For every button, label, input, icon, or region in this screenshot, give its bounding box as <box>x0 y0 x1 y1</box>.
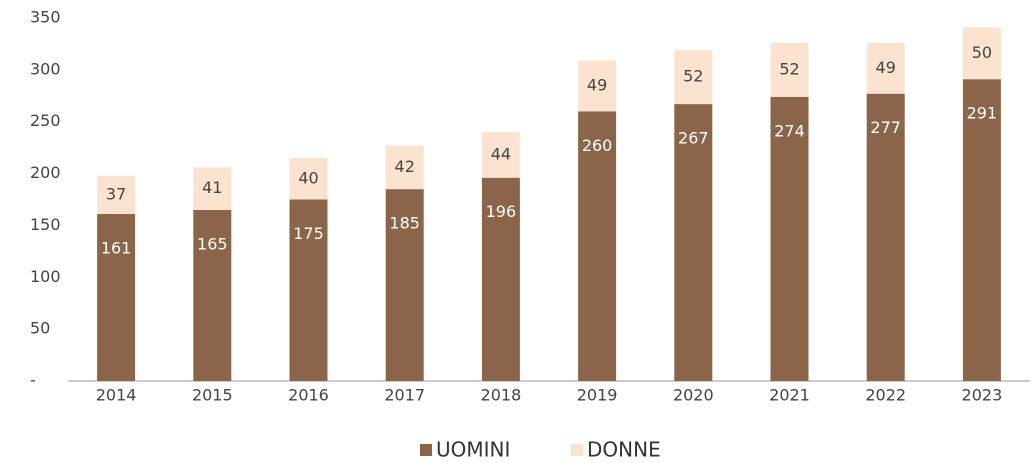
x-tick-label: 2021 <box>769 386 810 405</box>
legend-label: DONNE <box>587 438 661 462</box>
x-tick-label: 2022 <box>865 386 906 405</box>
data-label: 175 <box>293 224 324 243</box>
data-label: 291 <box>967 104 998 123</box>
bar-segment <box>674 104 713 381</box>
bar-segment <box>481 132 520 178</box>
data-label: 40 <box>298 168 318 187</box>
data-label: 49 <box>587 75 607 94</box>
legend-label: UOMINI <box>436 438 510 462</box>
y-tick-label: 150 <box>30 215 61 234</box>
bar-segment <box>770 96 809 381</box>
bar-segment <box>97 214 136 381</box>
data-label: 165 <box>197 234 228 253</box>
data-label: 50 <box>972 43 992 62</box>
bar-segment <box>866 93 905 381</box>
data-label: 52 <box>683 67 703 86</box>
y-tick-label: 350 <box>30 8 61 27</box>
y-tick-label: 50 <box>30 319 50 338</box>
bar-segment <box>193 209 232 381</box>
bar-segment <box>962 79 1001 381</box>
bar-segment <box>578 111 617 381</box>
bar-segment <box>674 50 713 105</box>
data-label: 42 <box>395 157 415 176</box>
x-tick-label: 2018 <box>481 386 522 405</box>
legend-swatch <box>571 444 583 456</box>
y-tick-label: 100 <box>30 267 61 286</box>
data-label: 260 <box>582 136 613 155</box>
data-label: 277 <box>870 118 901 137</box>
data-label: 274 <box>774 121 805 140</box>
data-label: 52 <box>779 59 799 78</box>
y-tick-label: 200 <box>30 163 61 182</box>
data-label: 44 <box>491 144 511 163</box>
bar-segment <box>97 175 136 215</box>
data-label: 196 <box>486 202 517 221</box>
y-tick-label: 300 <box>30 59 61 78</box>
x-tick-label: 2016 <box>288 386 329 405</box>
bar-segment <box>578 60 617 112</box>
bar-segment <box>289 199 328 381</box>
x-tick-label: 2019 <box>577 386 618 405</box>
bar-segment <box>481 177 520 381</box>
bar-segment <box>770 42 809 97</box>
y-tick-label: - <box>30 371 36 390</box>
data-label: 49 <box>876 58 896 77</box>
bar-segment <box>193 167 232 210</box>
data-label: 267 <box>678 129 709 148</box>
bar-segment <box>385 189 424 381</box>
data-label: 161 <box>101 239 132 258</box>
x-tick-label: 2020 <box>673 386 714 405</box>
data-label: 41 <box>202 178 222 197</box>
bar-segment <box>385 145 424 190</box>
data-label: 37 <box>106 184 126 203</box>
bar-segment <box>962 27 1001 80</box>
x-tick-label: 2023 <box>962 386 1003 405</box>
data-label: 185 <box>389 214 420 233</box>
x-tick-label: 2015 <box>192 386 233 405</box>
x-tick-label: 2014 <box>96 386 137 405</box>
legend-swatch <box>420 444 432 456</box>
x-tick-label: 2017 <box>384 386 425 405</box>
y-tick-label: 250 <box>30 111 61 130</box>
bar-segment <box>866 42 905 94</box>
bar-segment <box>289 158 328 200</box>
